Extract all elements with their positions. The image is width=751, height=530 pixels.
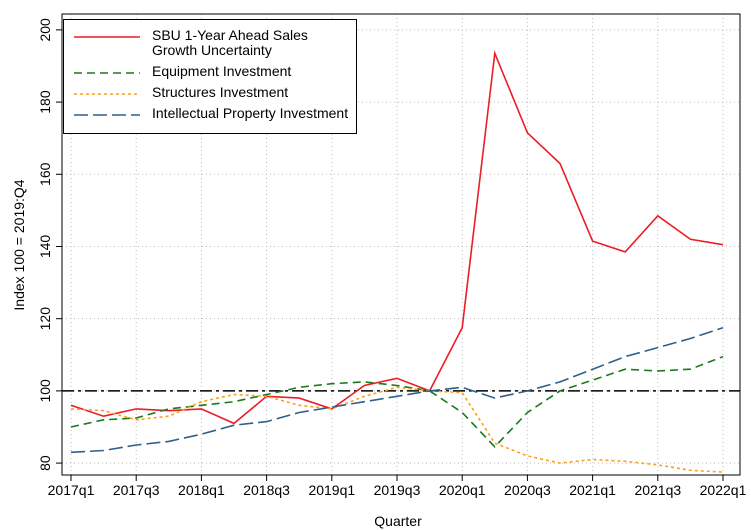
- x-tick-label: 2017q3: [113, 482, 160, 498]
- legend-item: Equipment Investment: [72, 64, 348, 79]
- x-tick-label: 2017q1: [48, 482, 95, 498]
- series-line: [70, 50, 724, 425]
- x-tick-label: 2019q1: [308, 482, 355, 498]
- y-tick-label: 80: [37, 455, 53, 471]
- series-line: [70, 326, 724, 454]
- y-tick-label: 100: [37, 379, 53, 403]
- legend-label: Intellectual Property Investment: [152, 105, 349, 121]
- legend: SBU 1-Year Ahead Sales Growth Uncertaint…: [63, 19, 358, 134]
- x-tick-label: 2018q3: [243, 482, 290, 498]
- y-tick-label: 160: [37, 162, 53, 186]
- legend-item: Structures Investment: [72, 85, 348, 100]
- x-tick-label: 2021q1: [569, 482, 616, 498]
- legend-swatch: [74, 114, 140, 116]
- legend-swatch: [74, 36, 140, 38]
- series-line: [70, 386, 724, 473]
- y-axis-label: Index 100 = 2019:Q4: [11, 179, 27, 310]
- legend-label: SBU 1-Year Ahead Sales Growth Uncertaint…: [152, 27, 308, 58]
- legend-swatch: [74, 72, 140, 74]
- legend-item: Intellectual Property Investment: [72, 106, 348, 121]
- y-tick-label: 200: [37, 18, 53, 42]
- legend-swatch: [74, 93, 140, 95]
- legend-label: Equipment Investment: [152, 63, 292, 79]
- y-tick-label: 140: [37, 235, 53, 259]
- x-tick-label: 2021q3: [634, 482, 681, 498]
- series-line: [70, 355, 724, 448]
- x-tick-label: 2020q1: [439, 482, 486, 498]
- y-tick-label: 180: [37, 90, 53, 114]
- x-tick-label: 2018q1: [178, 482, 225, 498]
- plot-frame: [61, 13, 741, 476]
- x-axis-label: Quarter: [374, 513, 422, 529]
- y-tick-label: 120: [37, 307, 53, 331]
- legend-label: Structures Investment: [152, 84, 289, 100]
- legend-item: SBU 1-Year Ahead Sales Growth Uncertaint…: [72, 28, 348, 58]
- x-tick-label: 2022q1: [700, 482, 747, 498]
- x-tick-label: 2020q3: [504, 482, 551, 498]
- x-tick-label: 2019q3: [374, 482, 421, 498]
